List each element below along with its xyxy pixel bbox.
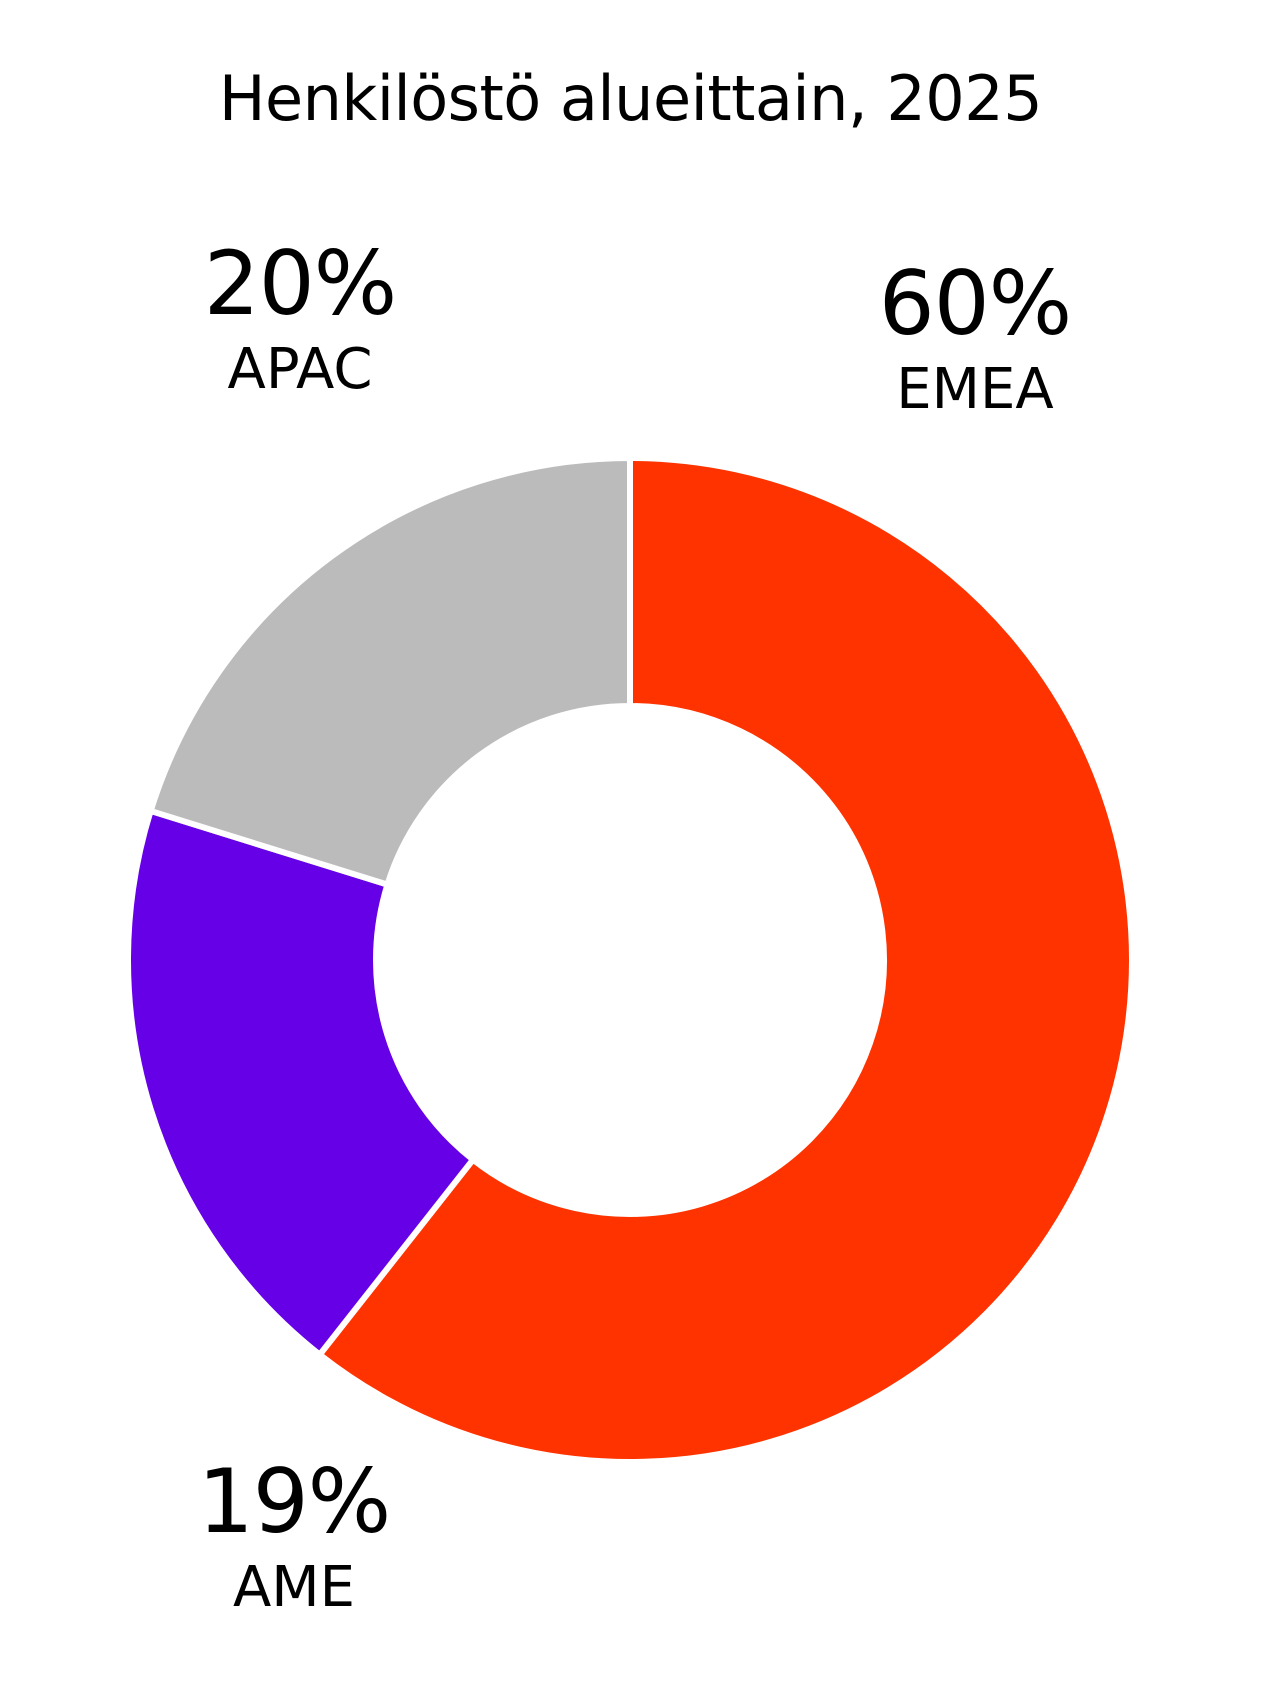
donut-slice-ame: [125, 807, 476, 1358]
chart-title: Henkilöstö alueittain, 2025: [218, 62, 1043, 135]
slice-value-emea: 60%: [878, 252, 1073, 355]
slice-value-ame: 19%: [197, 1450, 392, 1553]
slice-label-ame: 19% AME: [134, 1458, 454, 1616]
slice-value-apac: 20%: [203, 232, 398, 335]
donut-slice-emea: [316, 455, 1135, 1465]
slice-name-emea: EMEA: [896, 357, 1054, 422]
donut-slice-apac: [147, 455, 633, 888]
slice-name-ame: AME: [232, 1555, 355, 1620]
slice-label-apac: 20% APAC: [140, 240, 460, 398]
slice-label-emea: 60% EMEA: [815, 260, 1135, 418]
slice-name-apac: APAC: [227, 337, 373, 402]
